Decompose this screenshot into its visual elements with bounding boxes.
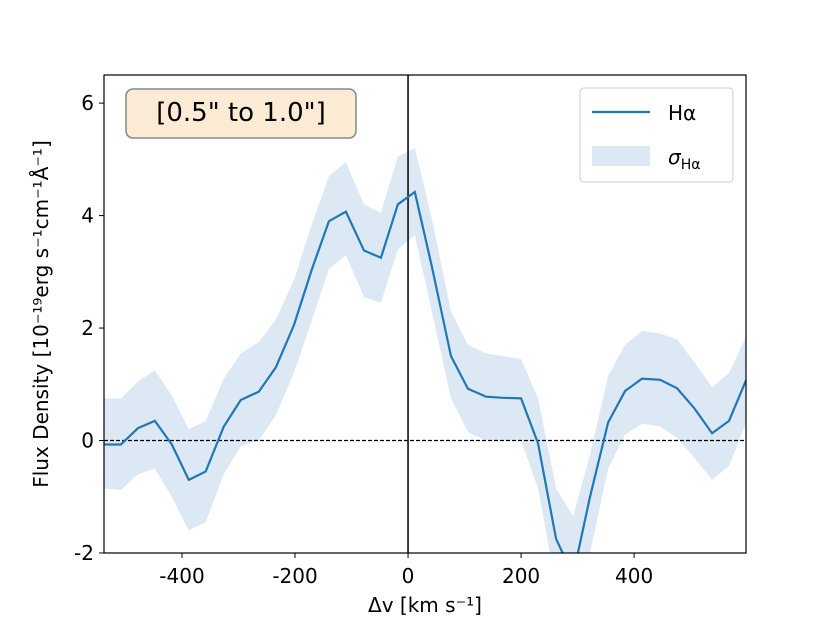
annotation-text: [0.5" to 1.0"] <box>156 98 326 128</box>
legend-symbol: σ <box>668 145 682 169</box>
x-tick-label: -400 <box>159 564 204 588</box>
legend-band <box>592 146 650 166</box>
x-tick-label: 200 <box>502 564 540 588</box>
axes-frame <box>103 74 747 554</box>
legend-label: Hα <box>668 101 696 125</box>
y-tick-label: 0 <box>81 429 94 453</box>
x-tick-label: -200 <box>272 564 317 588</box>
x-tick-label: 0 <box>402 564 415 588</box>
plot-area <box>104 75 746 553</box>
error-band <box>104 148 746 553</box>
legend-label: σHα <box>668 145 700 173</box>
y-tick-label: 4 <box>81 204 94 228</box>
data-line <box>104 190 746 553</box>
y-axis-label: Flux Density [10⁻¹⁹erg s⁻¹cm⁻¹Å⁻¹] <box>29 140 53 488</box>
y-tick-label: 6 <box>81 91 94 115</box>
annotation: [0.5" to 1.0"] <box>125 88 357 139</box>
legend-subscript: Hα <box>681 157 701 173</box>
x-tick-label: 400 <box>615 564 653 588</box>
y-tick-label: -2 <box>74 541 94 565</box>
x-axis-label: Δv [km s⁻¹] <box>368 593 482 617</box>
legend-box <box>579 87 734 183</box>
annotation-box <box>125 88 357 139</box>
y-tick-label: 2 <box>81 316 94 340</box>
